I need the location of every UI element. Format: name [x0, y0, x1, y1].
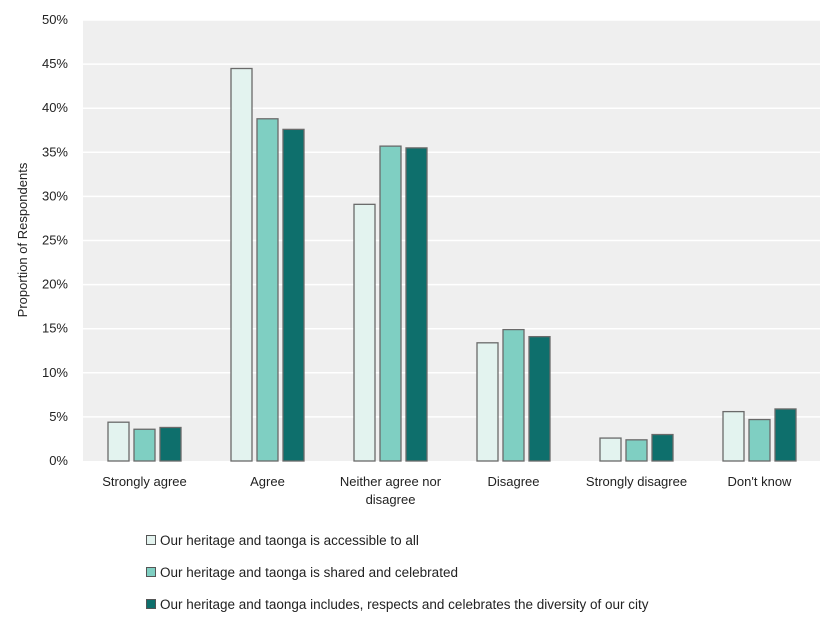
x-tick-label-line: Strongly disagree — [586, 474, 687, 489]
gridlines — [83, 19, 820, 418]
x-tick-label-line: Agree — [250, 474, 285, 489]
y-tick-label: 45% — [42, 56, 68, 71]
y-axis-ticks: 0% 5% 10% 15% 20% 25% 30% 35% 40% 45% 50% — [42, 12, 68, 468]
bar — [256, 118, 279, 462]
y-tick-label: 35% — [42, 144, 68, 159]
legend-item: Our heritage and taonga is accessible to… — [146, 532, 649, 548]
x-tick-label: Disagree — [487, 474, 539, 489]
x-tick-label: Strongly agree — [102, 474, 187, 489]
bar — [599, 437, 622, 462]
bar — [651, 433, 674, 462]
legend-swatch — [146, 535, 156, 545]
y-tick-label: 10% — [42, 365, 68, 380]
x-tick-label-line: Don't know — [728, 474, 793, 489]
y-tick-label: 25% — [42, 233, 68, 248]
legend-label: Our heritage and taonga is shared and ce… — [160, 564, 458, 580]
y-tick-label: 5% — [49, 409, 68, 424]
x-tick-label: Strongly disagree — [586, 474, 687, 489]
y-tick-label: 40% — [42, 100, 68, 115]
legend: Our heritage and taonga is accessible to… — [146, 532, 649, 628]
y-tick-label: 0% — [49, 453, 68, 468]
bar — [625, 439, 648, 462]
y-tick-label: 15% — [42, 321, 68, 336]
bar — [159, 426, 182, 462]
bar — [722, 410, 745, 462]
y-tick-label: 50% — [42, 12, 68, 27]
bar — [502, 328, 525, 462]
bar — [528, 335, 551, 462]
x-tick-label-line: Neither agree nor — [340, 474, 442, 489]
bar — [133, 428, 156, 462]
y-tick-label: 30% — [42, 188, 68, 203]
bar — [230, 67, 253, 462]
bar — [748, 418, 771, 462]
bar — [282, 128, 305, 462]
legend-label: Our heritage and taonga includes, respec… — [160, 596, 649, 612]
bar — [476, 342, 499, 462]
bar-chart: 0% 5% 10% 15% 20% 25% 30% 35% 40% 45% 50% Strongly… — [15, 12, 820, 507]
bars — [107, 67, 797, 462]
x-tick-label: Don't know — [728, 474, 793, 489]
bar — [379, 145, 402, 462]
legend-label: Our heritage and taonga is accessible to… — [160, 532, 419, 548]
legend-item: Our heritage and taonga includes, respec… — [146, 596, 649, 612]
x-axis-ticks: Strongly agree Agree Neither agree nor disa… — [102, 474, 792, 507]
x-tick-label-line: Strongly agree — [102, 474, 187, 489]
bar — [353, 203, 376, 462]
legend-item: Our heritage and taonga is shared and ce… — [146, 564, 649, 580]
x-tick-label-line: Disagree — [487, 474, 539, 489]
legend-swatch — [146, 599, 156, 609]
x-tick-label: Agree — [250, 474, 285, 489]
x-tick-label: Neither agree nor disagree — [340, 474, 442, 507]
bar — [405, 147, 428, 462]
bar — [107, 421, 130, 462]
y-tick-label: 20% — [42, 277, 68, 292]
bar — [774, 408, 797, 462]
x-tick-label-line: disagree — [366, 492, 416, 507]
legend-swatch — [146, 567, 156, 577]
y-axis-title: Proportion of Respondents — [15, 162, 30, 317]
